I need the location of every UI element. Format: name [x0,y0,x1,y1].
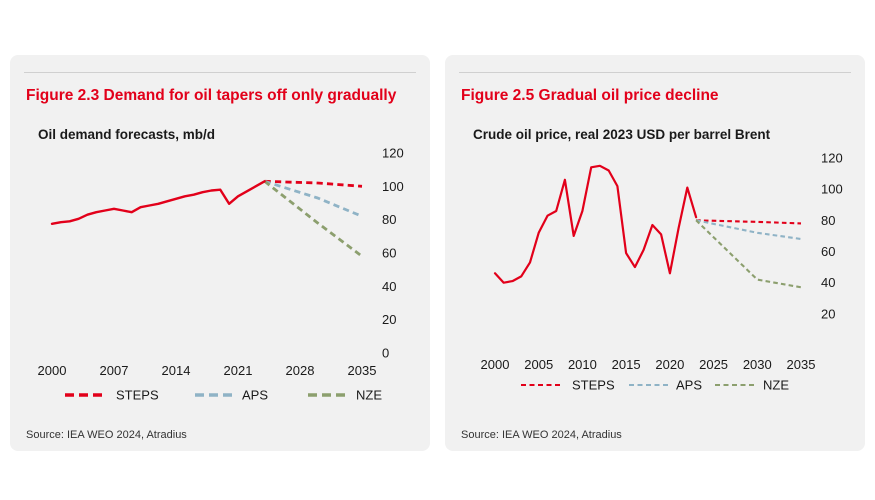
y-tick-label: 80 [382,212,396,227]
x-tick-label: 2035 [787,357,816,372]
figure-title: Figure 2.5 Gradual oil price decline [461,87,719,104]
x-tick-label: 2007 [100,363,129,378]
chart-title: Crude oil price, real 2023 USD per barre… [473,127,771,142]
series-line-steps [264,179,363,188]
x-tick-label: 2028 [286,363,315,378]
legend-label-nze: NZE [356,388,382,403]
top-rule [459,72,851,73]
source-note: Source: IEA WEO 2024, Atradius [461,429,622,441]
x-tick-label: 2014 [162,363,191,378]
y-tick-label: 60 [821,244,835,259]
legend-label-steps: STEPS [572,378,615,393]
source-note: Source: IEA WEO 2024, Atradius [26,429,187,441]
y-tick-label: 60 [382,246,396,261]
series-line-history [493,164,698,284]
x-tick-label: 2000 [481,357,510,372]
series-line-history [50,180,266,226]
y-tick-label: 120 [821,151,843,166]
series-line-aps [264,179,363,218]
legend-label-aps: APS [242,388,268,403]
x-tick-label: 2015 [612,357,641,372]
x-tick-label: 2020 [655,357,684,372]
legend-label-steps: STEPS [116,388,159,403]
figure-title: Figure 2.3 Demand for oil tapers off onl… [26,87,397,104]
series-line-steps [696,219,802,225]
x-tick-label: 2005 [524,357,553,372]
x-tick-label: 2021 [224,363,253,378]
y-tick-label: 0 [382,346,389,361]
series-line-aps [695,219,802,241]
series-line-nze [263,180,363,258]
figure-panel-oil-demand: Figure 2.3 Demand for oil tapers off onl… [10,55,430,451]
x-tick-label: 2030 [743,357,772,372]
x-tick-label: 2010 [568,357,597,372]
y-tick-label: 20 [382,312,396,327]
chart-title: Oil demand forecasts, mb/d [38,127,216,142]
legend-label-nze: NZE [763,378,789,393]
y-tick-label: 80 [821,213,835,228]
oil-price-chart: 20 40 60 80 100 120 2000 2005 2010 2015 2020 2025 20… [481,151,843,393]
y-tick-label: 40 [382,279,396,294]
oil-demand-chart: 0 20 40 60 80 100 120 2000 2007 2014 2021 2028 2035 S… [38,146,404,403]
x-tick-label: 2035 [348,363,377,378]
series-line-nze [695,219,802,289]
y-tick-label: 40 [821,275,835,290]
y-tick-label: 20 [821,306,835,321]
figure-panel-oil-price: Figure 2.5 Gradual oil price decline Cru… [445,55,865,451]
y-tick-label: 100 [821,182,843,197]
y-tick-label: 120 [382,146,404,161]
legend-label-aps: APS [676,378,702,393]
x-tick-label: 2000 [38,363,67,378]
x-tick-label: 2025 [699,357,728,372]
top-rule [24,72,416,73]
y-tick-label: 100 [382,179,404,194]
